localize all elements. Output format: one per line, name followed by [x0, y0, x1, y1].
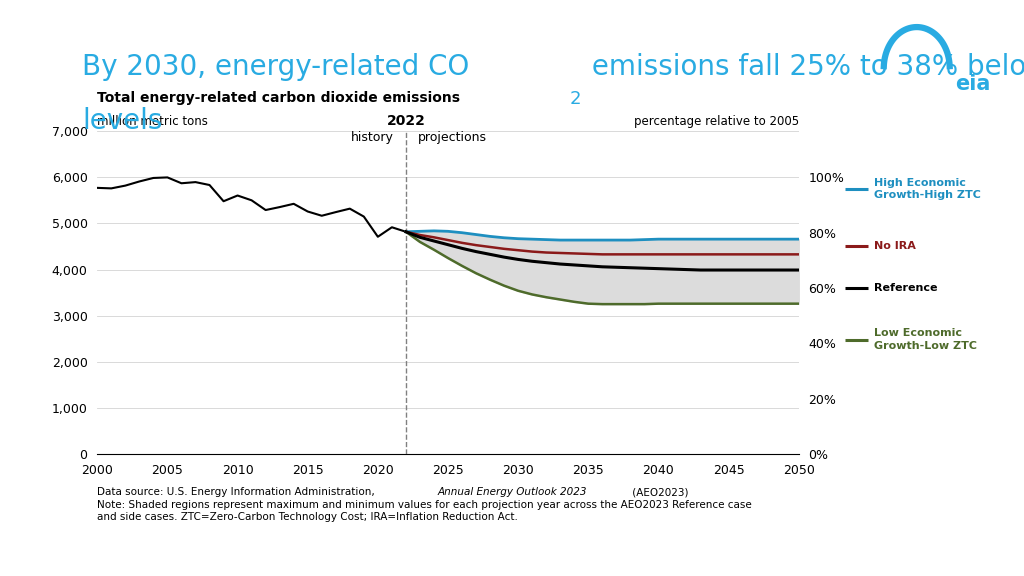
Text: levels: levels: [82, 107, 162, 135]
Text: AEO2023 Release, RFF: AEO2023 Release, RFF: [90, 537, 239, 551]
Text: High Economic
Growth-High ZTC: High Economic Growth-High ZTC: [874, 178, 981, 200]
Text: No IRA: No IRA: [874, 241, 915, 251]
Text: (AEO2023): (AEO2023): [629, 487, 688, 497]
Text: March 16, 2023: March 16, 2023: [90, 556, 182, 569]
Text: million metric tons: million metric tons: [97, 115, 208, 128]
Text: 2: 2: [569, 90, 581, 108]
Text: eia: eia: [58, 555, 80, 569]
Text: Annual Energy Outlook 2023: Annual Energy Outlook 2023: [437, 487, 587, 497]
Text: Total energy-related carbon dioxide emissions: Total energy-related carbon dioxide emis…: [97, 92, 460, 105]
Text: 2022: 2022: [386, 115, 425, 128]
Text: and side cases. ZTC=Zero-Carbon Technology Cost; IRA=Inflation Reduction Act.: and side cases. ZTC=Zero-Carbon Technolo…: [97, 512, 518, 522]
Text: emissions fall 25% to 38% below 2005: emissions fall 25% to 38% below 2005: [583, 53, 1024, 81]
Text: By 2030, energy-related CO: By 2030, energy-related CO: [82, 53, 469, 81]
Text: eia: eia: [955, 74, 991, 94]
Text: Note: Shaded regions represent maximum and minimum values for each projection ye: Note: Shaded regions represent maximum a…: [97, 500, 752, 510]
Text: percentage relative to 2005: percentage relative to 2005: [634, 115, 799, 128]
Text: 9: 9: [990, 545, 1002, 564]
Text: projections: projections: [418, 131, 487, 144]
Text: history: history: [351, 131, 393, 144]
Text: Reference: Reference: [874, 283, 938, 293]
Text: Low Economic
Growth-Low ZTC: Low Economic Growth-Low ZTC: [874, 328, 977, 351]
Text: Data source: U.S. Energy Information Administration,: Data source: U.S. Energy Information Adm…: [97, 487, 378, 497]
